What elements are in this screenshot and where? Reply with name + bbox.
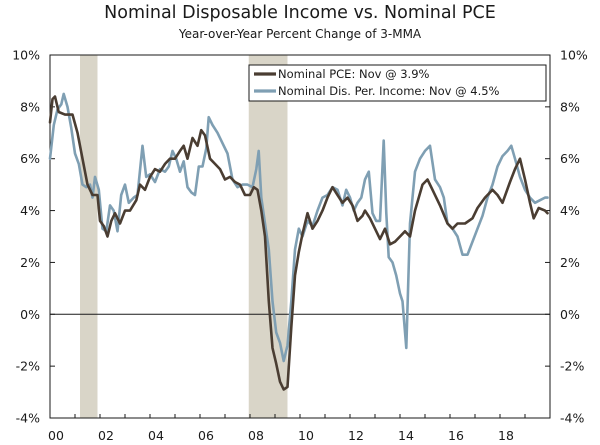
tick-labels-group: -4% -4% -2% -2% 0% 0% 2% 2% 4% 4% 6% 6% 8% 8% 10% 10% 00… <box>12 48 588 444</box>
y-tick-label-right: 10% <box>560 48 588 63</box>
series-line-pce <box>48 95 549 391</box>
y-tick-label-left: -2% <box>16 359 40 374</box>
x-tick-label: 12 <box>348 428 364 443</box>
series-lines-group <box>48 92 549 391</box>
y-tick-label-left: -4% <box>16 411 40 426</box>
y-tick-label-left: 4% <box>20 203 40 218</box>
x-tick-label: 14 <box>398 428 414 443</box>
y-tick-label-right: 0% <box>560 307 580 322</box>
x-tick-label: 08 <box>248 428 264 443</box>
x-tick-label: 18 <box>498 428 514 443</box>
y-tick-label-right: 6% <box>560 151 580 166</box>
y-tick-label-left: 10% <box>12 48 40 63</box>
x-tick-label: 00 <box>48 428 64 443</box>
y-tick-label-right: 8% <box>560 99 580 114</box>
recession-band-0 <box>80 55 98 418</box>
x-tick-label: 06 <box>198 428 214 443</box>
series-line-income <box>48 92 549 363</box>
x-tick-label: 02 <box>98 428 114 443</box>
recession-shading-group <box>80 55 288 418</box>
legend-label-pce: Nominal PCE: Nov @ 3.9% <box>278 67 430 81</box>
x-tick-label: 04 <box>148 428 164 443</box>
y-tick-label-left: 0% <box>20 307 40 322</box>
legend-label-income: Nominal Dis. Per. Income: Nov @ 4.5% <box>278 84 500 98</box>
chart-subtitle: Year-over-Year Percent Change of 3-MMA <box>178 27 422 41</box>
y-tick-label-left: 8% <box>20 99 40 114</box>
y-tick-label-left: 2% <box>20 255 40 270</box>
y-tick-label-right: 4% <box>560 203 580 218</box>
axis-lines-group <box>49 54 551 419</box>
legend-box <box>248 64 547 102</box>
y-tick-label-right: 2% <box>560 255 580 270</box>
chart-title: Nominal Disposable Income vs. Nominal PC… <box>104 3 496 23</box>
x-tick-label: 10 <box>298 428 314 443</box>
y-tick-label-left: 6% <box>20 151 40 166</box>
y-tick-label-right: -2% <box>560 359 584 374</box>
x-tick-label: 16 <box>448 428 464 443</box>
legend: Nominal PCE: Nov @ 3.9% Nominal Dis. Per… <box>248 64 547 102</box>
y-tick-label-right: -4% <box>560 411 584 426</box>
